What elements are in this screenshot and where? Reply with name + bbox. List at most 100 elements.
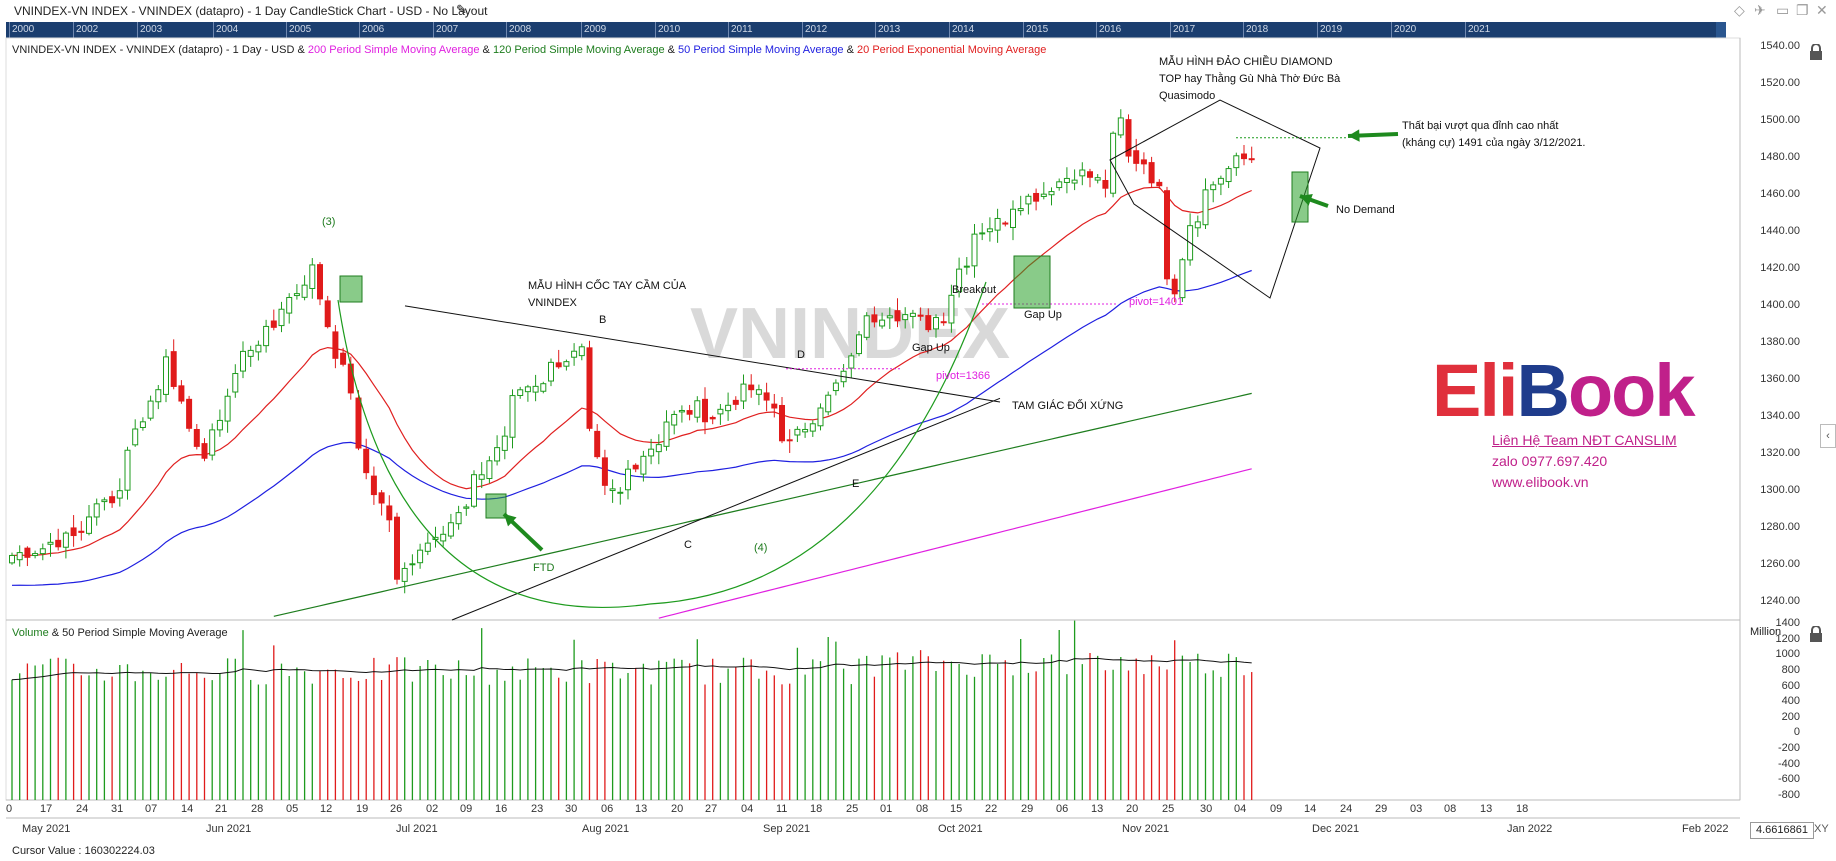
overview-divider bbox=[73, 22, 74, 38]
resistance-arrow-head bbox=[1348, 129, 1360, 142]
date-tick-label: 13 bbox=[1091, 803, 1104, 815]
candle bbox=[463, 504, 470, 516]
unlink-icon[interactable]: ◇ bbox=[1734, 2, 1745, 18]
date-tick-label: 08 bbox=[1444, 803, 1457, 815]
candle bbox=[1025, 193, 1032, 215]
price-axis[interactable]: 1540.00 1520.00 1500.00 1480.00 1460.00 1440.… bbox=[1742, 38, 1800, 620]
date-tick-label: 21 bbox=[215, 803, 228, 815]
candle bbox=[301, 275, 308, 301]
candle bbox=[786, 429, 793, 453]
candle bbox=[609, 479, 616, 503]
close-icon[interactable]: ✕ bbox=[1816, 2, 1828, 18]
candle bbox=[324, 295, 331, 329]
candle bbox=[417, 543, 424, 569]
candle bbox=[1241, 145, 1247, 166]
volume-scale-lock-icon[interactable] bbox=[1808, 625, 1824, 642]
price-tick-label: 1280.00 bbox=[1760, 520, 1800, 533]
candle bbox=[317, 262, 323, 306]
candle bbox=[894, 298, 901, 328]
candle bbox=[109, 490, 116, 508]
candle bbox=[1033, 188, 1040, 211]
candle bbox=[216, 409, 223, 437]
candle bbox=[886, 307, 893, 329]
candle bbox=[1040, 182, 1047, 200]
restore-icon[interactable]: ❐ bbox=[1796, 2, 1809, 18]
volume-axis[interactable]: Million 1400 1200 1000 800 600 400 200 0 -200 -40… bbox=[1742, 617, 1800, 801]
legend-base: VNINDEX-VN INDEX - VNINDEX (datapro) - 1… bbox=[12, 44, 305, 56]
candle bbox=[1102, 169, 1109, 198]
highlight-box bbox=[485, 493, 507, 519]
candle bbox=[1094, 174, 1101, 184]
overview-divider bbox=[286, 22, 287, 38]
overview-year-2011: 2011 bbox=[731, 24, 753, 35]
candle bbox=[486, 456, 493, 484]
candle bbox=[386, 495, 393, 532]
overview-divider bbox=[433, 22, 434, 38]
overview-year-2020: 2020 bbox=[1394, 24, 1417, 35]
date-tick-label: 06 bbox=[1056, 803, 1069, 815]
candle bbox=[116, 478, 123, 507]
candle bbox=[1210, 181, 1217, 203]
pin-icon[interactable]: ✈ bbox=[1754, 2, 1766, 18]
candle bbox=[1225, 165, 1232, 189]
candle bbox=[1202, 178, 1209, 229]
price-scale-lock-icon[interactable] bbox=[1808, 43, 1824, 60]
contact-website[interactable]: www.elibook.vn bbox=[1492, 474, 1589, 490]
cup-title-line1: MẪU HÌNH CỐC TAY CẦM CỦA bbox=[528, 280, 687, 292]
candle bbox=[93, 498, 100, 526]
candle bbox=[1194, 215, 1201, 237]
edit-title-icon[interactable]: ✎ bbox=[456, 2, 467, 17]
candle bbox=[101, 497, 108, 511]
candle bbox=[494, 435, 501, 466]
maximize-icon[interactable]: ▭ bbox=[1776, 2, 1790, 18]
candle bbox=[571, 343, 578, 366]
legend-and-1: & bbox=[482, 44, 490, 56]
candle bbox=[1079, 162, 1086, 186]
candle bbox=[24, 546, 31, 567]
axis-reset-icon[interactable]: XY bbox=[1814, 823, 1829, 835]
contact-link[interactable]: Liên Hệ Team NĐT CANSLIM bbox=[1492, 432, 1677, 448]
candle bbox=[640, 450, 647, 482]
candle bbox=[1171, 274, 1178, 303]
date-tick-label: 0 bbox=[6, 803, 13, 815]
date-tick-label: 20 bbox=[1126, 803, 1139, 815]
candle bbox=[748, 374, 755, 398]
candle bbox=[240, 341, 246, 379]
collapse-panel-icon[interactable]: ‹ bbox=[1820, 424, 1836, 448]
overview-navigator[interactable]: 2000 2002 2003 2004 2005 2006 2007 2008 2009 2010… bbox=[6, 22, 1726, 38]
overview-scroll-handle[interactable] bbox=[1716, 22, 1726, 38]
candle bbox=[424, 532, 431, 556]
resistance-note-line2: (kháng cự) 1491 của ngày 3/12/2021. bbox=[1402, 137, 1586, 149]
candle bbox=[255, 340, 262, 361]
overview-divider bbox=[949, 22, 950, 38]
label-gap-up-2: Gap Up bbox=[1024, 309, 1062, 321]
volume-sma50-line bbox=[11, 657, 1252, 681]
candle bbox=[740, 374, 747, 410]
candle bbox=[1002, 221, 1009, 227]
candle bbox=[16, 545, 23, 567]
contact-zalo: zalo 0977.697.420 bbox=[1492, 453, 1608, 469]
month-label: Nov 2021 bbox=[1122, 823, 1170, 835]
legend-and-3: & bbox=[846, 44, 854, 56]
date-tick-label: 15 bbox=[950, 803, 963, 815]
candle bbox=[363, 438, 370, 480]
date-tick-label: 11 bbox=[776, 803, 788, 815]
price-tick-label: 1500.00 bbox=[1760, 114, 1800, 127]
x-axis-value-box: 4.6616861 bbox=[1750, 822, 1814, 839]
logo-b: B bbox=[1516, 349, 1569, 432]
legend-sma120: 120 Period Simple Moving Average bbox=[492, 44, 665, 56]
volume-unit: Million bbox=[1750, 626, 1782, 638]
candle bbox=[956, 257, 963, 298]
date-tick-label: 06 bbox=[601, 803, 614, 815]
candle bbox=[163, 349, 169, 403]
date-tick-label: 18 bbox=[810, 803, 823, 815]
candle bbox=[394, 512, 400, 585]
candle bbox=[832, 379, 839, 396]
time-axis[interactable]: 0 17 24 31 07 14 21 28 05 12 19 26 02 09 16 23 30 06 13 20 2… bbox=[0, 800, 1740, 840]
overview-year-2008: 2008 bbox=[509, 24, 532, 35]
diamond-line3: Quasimodo bbox=[1159, 90, 1216, 102]
legend-sma50: 50 Period Simple Moving Average bbox=[678, 44, 844, 56]
candle bbox=[1017, 195, 1024, 216]
volume-tick-label: 800 bbox=[1781, 663, 1800, 676]
